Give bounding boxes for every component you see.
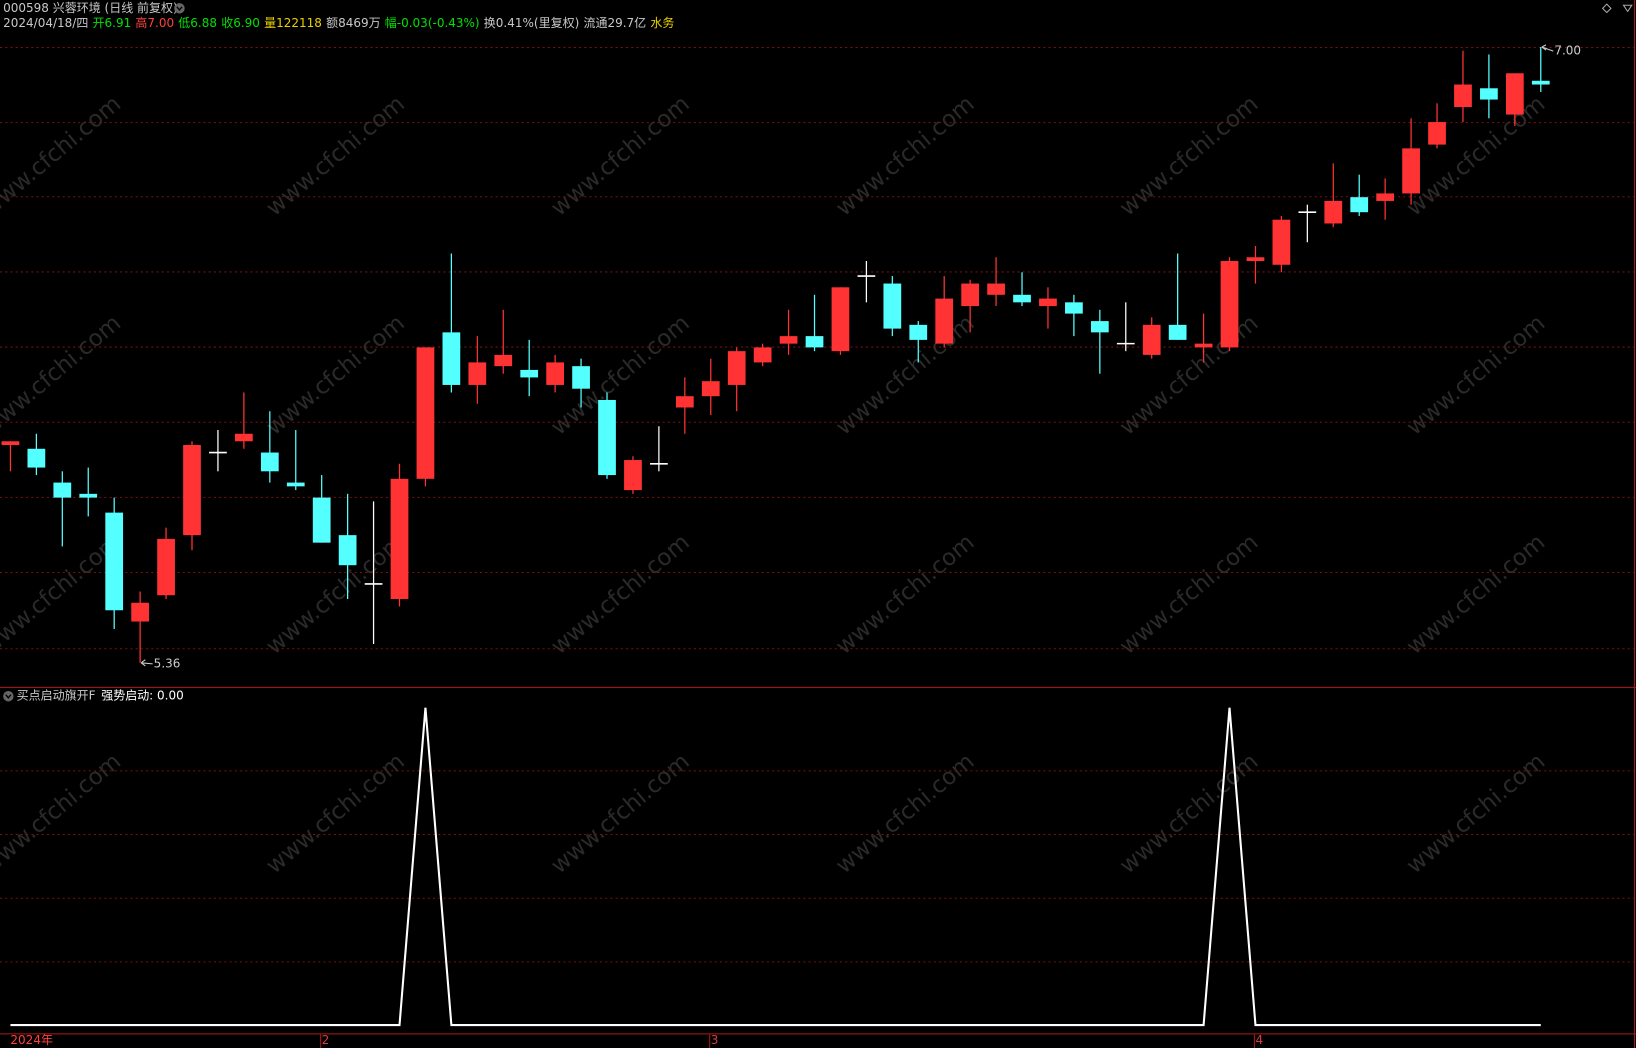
- candle-body: [572, 366, 590, 389]
- x-tick-label: 2: [322, 1033, 330, 1047]
- candle-body: [468, 362, 487, 385]
- candle-body: [1350, 197, 1369, 213]
- candle-body: [883, 283, 902, 329]
- menu-icon[interactable]: [1622, 4, 1633, 13]
- grid: [0, 46, 1634, 963]
- candle-body: [546, 362, 565, 385]
- candle-body: [1065, 302, 1083, 314]
- candle-body: [53, 482, 72, 498]
- candle-body: [701, 381, 720, 397]
- candle-body: [286, 482, 305, 487]
- candle-body: [831, 287, 850, 352]
- candle-body: [235, 433, 253, 442]
- candle-body: [1531, 80, 1550, 85]
- candle-body: [935, 298, 954, 344]
- indicator-icon[interactable]: [3, 691, 14, 702]
- candle-body: [131, 602, 149, 622]
- candle-body: [1039, 298, 1057, 307]
- candle-body: [1376, 193, 1395, 201]
- dropdown-icon[interactable]: [174, 3, 185, 14]
- candle-body: [390, 478, 409, 599]
- candle-body: [1142, 324, 1161, 355]
- candle-body: [753, 347, 772, 363]
- x-tick-label: 3: [711, 1033, 719, 1047]
- candle-body: [520, 369, 539, 378]
- candle-body: [1505, 73, 1524, 115]
- candle-body: [312, 497, 331, 543]
- candle-body: [1, 441, 20, 446]
- max-arrow: [1541, 44, 1554, 52]
- dropdown-arrow: [176, 6, 183, 11]
- candle-body: [79, 493, 98, 498]
- candle-body: [1402, 148, 1420, 194]
- min-label: 5.36: [154, 656, 181, 670]
- candle-body: [260, 452, 279, 472]
- quote-item: 幅-0.03(-0.43%): [385, 14, 480, 29]
- candle-body: [105, 512, 124, 611]
- candle-body: [1194, 343, 1213, 348]
- candle-body: [1246, 257, 1265, 262]
- candle-body: [27, 448, 46, 468]
- candle-body: [1480, 88, 1498, 100]
- quote-item: 换0.41%(里复权): [484, 15, 579, 29]
- candle-body: [1220, 261, 1239, 348]
- candle-body: [157, 538, 175, 596]
- candle-body: [779, 336, 798, 344]
- candle-body: [598, 399, 616, 476]
- candle-body: [909, 324, 928, 340]
- stock-title: 000598 兴蓉环境 (日线 前复权): [3, 0, 178, 15]
- max-label: 7.00: [1554, 44, 1581, 58]
- candle-body: [1013, 294, 1031, 303]
- indicator-arrow: [5, 694, 12, 699]
- indicator-line: [10, 707, 1541, 1027]
- candle-body: [1454, 84, 1472, 108]
- candle-body: [987, 283, 1005, 295]
- min-arrow: [140, 659, 153, 667]
- candle-body: [416, 347, 435, 479]
- quote-item: 额8469万: [326, 15, 381, 29]
- quote-item: 高7.00: [135, 14, 174, 29]
- candle-body: [1090, 321, 1109, 333]
- quote-item: 收6.90: [221, 15, 260, 29]
- candle-body: [1272, 219, 1291, 265]
- indicator-title: 买点启动旗开F: [17, 688, 96, 703]
- quote-item: 流通29.7亿: [583, 14, 646, 29]
- candle-body: [805, 336, 824, 348]
- quote-item: 低6.88: [178, 15, 217, 29]
- candle-body: [624, 460, 642, 491]
- candle-body: [183, 445, 201, 536]
- candle-body: [675, 396, 694, 408]
- candle-body: [1428, 122, 1446, 145]
- quote-item: 量122118: [264, 15, 322, 29]
- x-tick-label: 2024年: [10, 1033, 53, 1047]
- candle-body: [494, 354, 513, 367]
- candle-body: [338, 535, 357, 566]
- indicator-readout: 强势启动: 0.00: [101, 689, 184, 703]
- x-tick-label: 4: [1255, 1033, 1263, 1047]
- candle-body: [961, 283, 980, 307]
- quote-item: 开6.91: [93, 15, 132, 29]
- candle-body: [1168, 324, 1187, 340]
- quote-item: 水务: [650, 14, 674, 29]
- candle-body: [442, 332, 461, 385]
- diamond-icon[interactable]: [1601, 3, 1612, 14]
- candle-body: [1324, 200, 1343, 224]
- candle-body: [727, 351, 746, 385]
- quote-item: 2024/04/18/四: [3, 15, 88, 29]
- quote-info: 2024/04/18/四 开6.91 高7.00 低6.88 收6.90 量122118 额…: [3, 14, 674, 29]
